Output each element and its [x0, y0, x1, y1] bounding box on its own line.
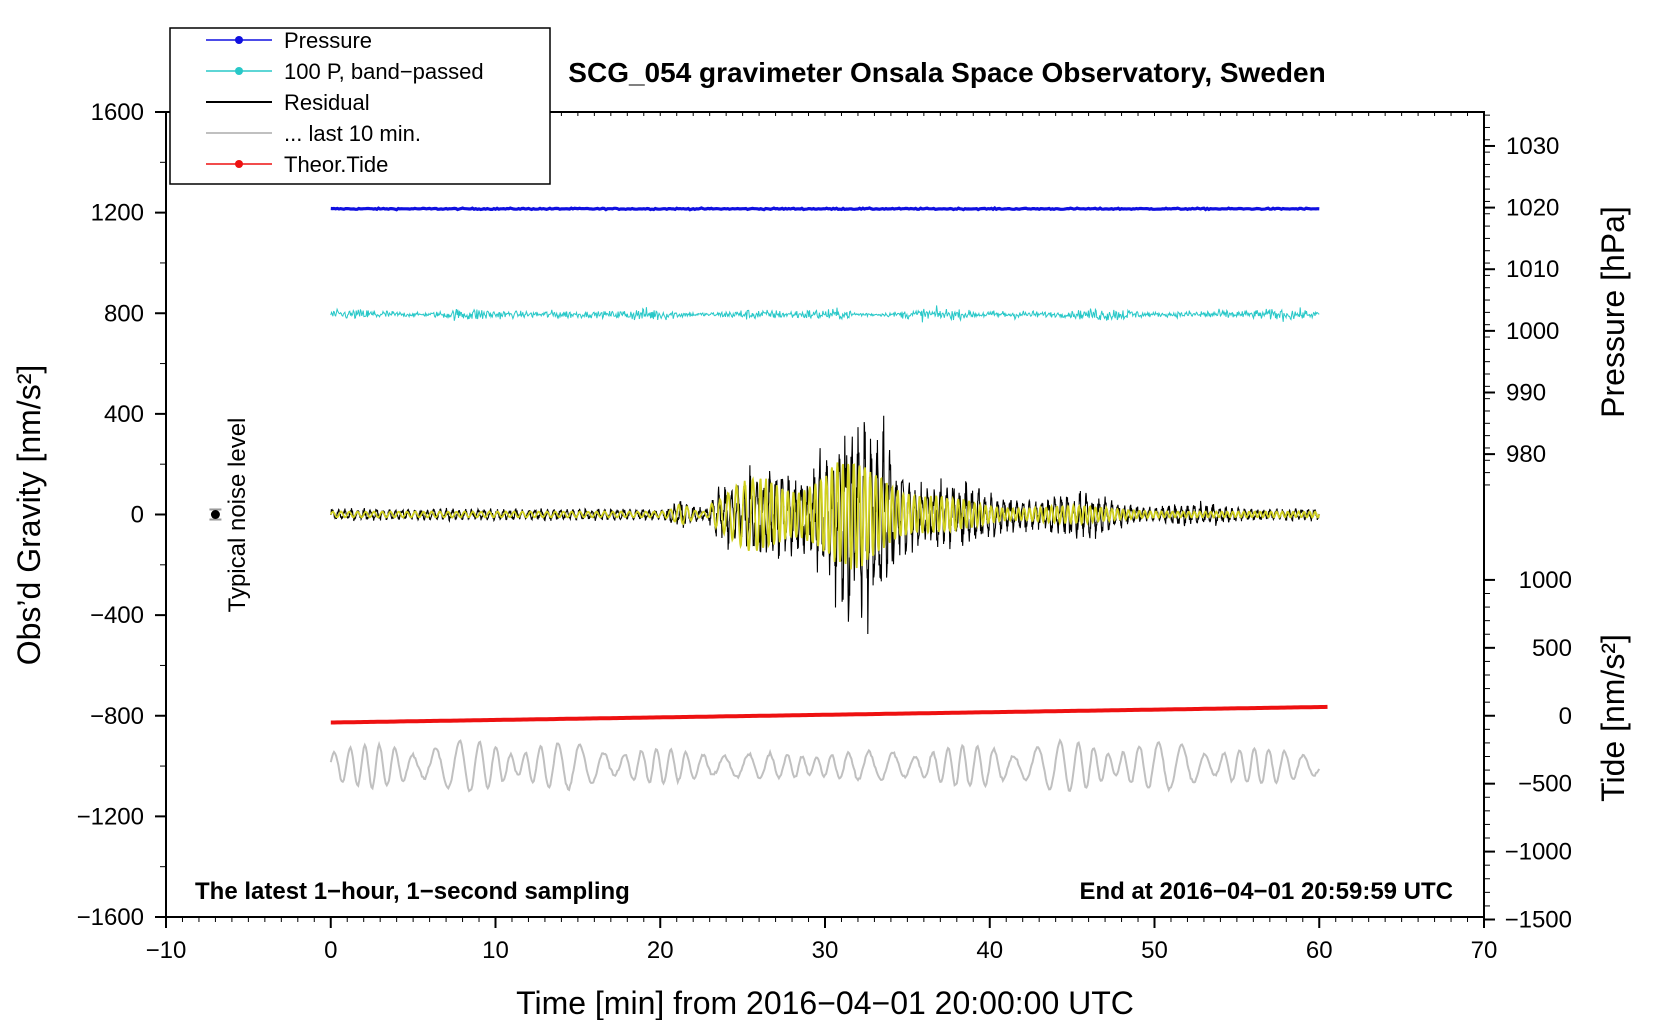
x-tick-label: 20 — [647, 937, 674, 964]
x-tick-label: −10 — [146, 937, 187, 964]
series-tide — [330, 704, 1328, 725]
legend-item-residual: Residual — [206, 90, 370, 115]
legend-dot-tide — [235, 160, 243, 168]
x-tick-label: 30 — [812, 937, 839, 964]
tide-tick-label: 500 — [1532, 635, 1572, 662]
series-bandpassed — [330, 305, 1320, 323]
pressure-tick-label: 1020 — [1506, 195, 1559, 222]
legend-box — [169, 27, 551, 185]
x-tick-label: 70 — [1471, 937, 1498, 964]
y-tick-label: 400 — [104, 401, 144, 428]
x-tick-label: 0 — [324, 937, 337, 964]
tide-tick-label: −1500 — [1505, 907, 1572, 934]
x-axis-title: Time [min] from 2016−04−01 20:00:00 UTC — [516, 985, 1134, 1020]
noise-label: Typical noise level — [224, 418, 251, 613]
note-bottom-left: The latest 1−hour, 1−second sampling — [195, 878, 630, 905]
series-last10 — [329, 738, 1321, 793]
legend-dot-pressure — [235, 36, 243, 44]
pressure-tick-label: 1010 — [1506, 256, 1559, 283]
x-tick-label: 50 — [1141, 937, 1168, 964]
legend-item-last10: ... last 10 min. — [206, 121, 421, 146]
noise-marker — [209, 508, 222, 521]
legend-label-bandpassed: 100 P, band−passed — [284, 59, 484, 84]
series-pressure — [330, 205, 1320, 212]
tide-tick-label: −500 — [1518, 771, 1572, 798]
tide-tick-label: 0 — [1559, 703, 1572, 730]
y-axis-title-left: Obs’d Gravity [nm/s²] — [11, 365, 47, 666]
legend-label-residual: Residual — [284, 90, 370, 115]
y-axis-title-pressure: Pressure [hPa] — [1595, 206, 1631, 418]
legend-label-pressure: Pressure — [284, 28, 372, 53]
legend-item-tide: Theor.Tide — [206, 152, 388, 177]
y-axis-title-tide: Tide [nm/s²] — [1595, 634, 1631, 802]
pressure-tick-label: 1030 — [1506, 133, 1559, 160]
legend-item-bandpassed: 100 P, band−passed — [206, 59, 484, 84]
y-tick-label: 1200 — [91, 200, 144, 227]
series-residual-filtered — [329, 462, 1321, 570]
tide-tick-label: −1000 — [1505, 839, 1572, 866]
y-tick-label: −1200 — [77, 803, 144, 830]
y-tick-label: −800 — [90, 703, 144, 730]
pressure-tick-label: 980 — [1506, 441, 1546, 468]
legend: Pressure 100 P, band−passed Residual ...… — [169, 27, 551, 185]
tide-tick-label: 1000 — [1519, 567, 1572, 594]
y-tick-label: 800 — [104, 300, 144, 327]
pressure-tick-label: 990 — [1506, 379, 1546, 406]
series-layer — [329, 205, 1328, 793]
legend-dot-bandpassed — [235, 67, 243, 75]
y-tick-label: 1600 — [91, 99, 144, 126]
y-tick-label: −1600 — [77, 904, 144, 931]
legend-item-pressure: Pressure — [206, 28, 372, 53]
y-tick-label: 0 — [131, 502, 144, 529]
chart-title: SCG_054 gravimeter Onsala Space Observat… — [568, 57, 1325, 88]
x-tick-label: 40 — [976, 937, 1003, 964]
x-tick-label: 60 — [1306, 937, 1333, 964]
pressure-tick-label: 1000 — [1506, 318, 1559, 345]
note-bottom-right: End at 2016−04−01 20:59:59 UTC — [1079, 878, 1453, 905]
legend-label-last10: ... last 10 min. — [284, 121, 421, 146]
y-tick-label: −400 — [90, 602, 144, 629]
ticks-layer: −10 0 10 20 30 40 50 60 70160012008004000−400−80… — [77, 99, 1572, 964]
legend-label-tide: Theor.Tide — [284, 152, 388, 177]
noise-dot — [210, 510, 220, 519]
x-tick-label: 10 — [482, 937, 509, 964]
